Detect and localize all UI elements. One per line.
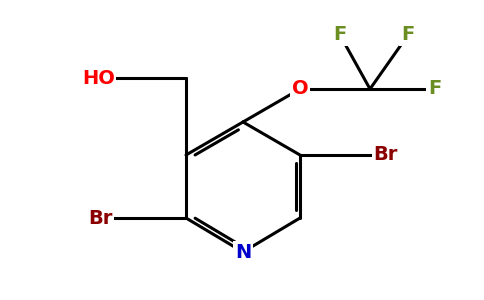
Text: N: N: [235, 242, 251, 262]
Text: F: F: [333, 26, 347, 44]
Text: O: O: [292, 80, 308, 98]
Text: F: F: [401, 26, 415, 44]
Text: Br: Br: [373, 146, 397, 164]
Text: F: F: [428, 80, 441, 98]
Text: Br: Br: [89, 208, 113, 227]
Text: HO: HO: [82, 68, 115, 88]
